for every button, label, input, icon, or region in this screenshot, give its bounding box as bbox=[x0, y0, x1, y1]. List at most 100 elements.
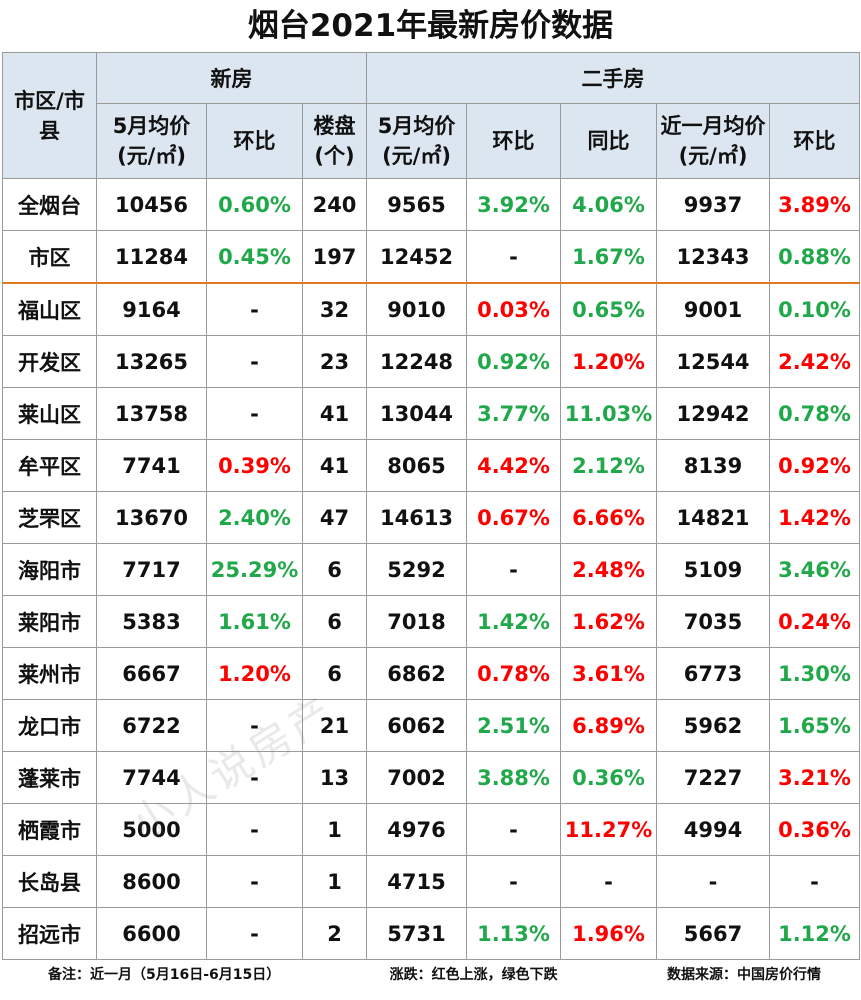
table-cell: 5731 bbox=[366, 907, 468, 960]
table-cell: 9010 bbox=[366, 282, 468, 336]
table-cell: 9937 bbox=[656, 178, 771, 231]
table-cell: 14821 bbox=[656, 491, 771, 544]
table-cell: 1.30% bbox=[769, 647, 861, 700]
district-name: 栖霞市 bbox=[2, 803, 97, 856]
price-table: 市区/市县 新房 二手房 5月均价(元/㎡) 环比 楼盘(个) 5月均价(元/㎡… bbox=[2, 52, 861, 960]
table-cell: 1.20% bbox=[206, 647, 303, 700]
district-header: 市区/市县 bbox=[2, 52, 97, 179]
table-row: 市区 11284 0.45% 197 12452-1.67% 12343 0.88% bbox=[2, 230, 861, 284]
table-cell: 4.06% bbox=[560, 178, 658, 231]
table-cell: 11284 bbox=[96, 230, 207, 284]
table-cell: - bbox=[656, 855, 771, 908]
table-cell: - bbox=[206, 699, 303, 752]
district-name: 龙口市 bbox=[2, 699, 97, 752]
table-cell: 13758 bbox=[96, 387, 207, 440]
table-cell: 8139 bbox=[656, 439, 771, 492]
table-cell: 11.03% bbox=[560, 387, 658, 440]
table-cell: 3.21% bbox=[769, 751, 861, 804]
district-name: 招远市 bbox=[2, 907, 97, 960]
district-name: 长岛县 bbox=[2, 855, 97, 908]
table-cell: 5292 bbox=[366, 543, 468, 596]
table-cell: - bbox=[206, 387, 303, 440]
table-cell: 11.27% bbox=[560, 803, 658, 856]
table-row: 招远市 6600-2 5731 1.13% 1.96% 5667 1.12% bbox=[2, 907, 861, 960]
table-cell: 6 bbox=[301, 647, 368, 700]
table-cell: 7035 bbox=[656, 595, 771, 648]
table-cell: 240 bbox=[301, 178, 368, 231]
table-cell: 6 bbox=[301, 543, 368, 596]
table-cell: 9565 bbox=[366, 178, 468, 231]
table-cell: 25.29% bbox=[206, 543, 303, 596]
table-row: 莱山区 13758-41 13044 3.77% 11.03% 12942 0.78% bbox=[2, 387, 861, 440]
table-cell: 0.10% bbox=[769, 282, 861, 336]
table-row: 开发区 13265-23 12248 0.92% 1.20% 12544 2.42% bbox=[2, 335, 861, 388]
table-cell: 12248 bbox=[366, 335, 468, 388]
table-cell: 3.77% bbox=[466, 387, 562, 440]
table-cell: 7018 bbox=[366, 595, 468, 648]
district-name: 市区 bbox=[2, 230, 97, 284]
table-cell: 4994 bbox=[656, 803, 771, 856]
table-cell: - bbox=[206, 803, 303, 856]
table-cell: 12452 bbox=[366, 230, 468, 284]
table-cell: 0.60% bbox=[206, 178, 303, 231]
col-header: 环比 bbox=[466, 103, 562, 179]
table-cell: 5962 bbox=[656, 699, 771, 752]
district-name: 莱阳市 bbox=[2, 595, 97, 648]
table-cell: 1.42% bbox=[769, 491, 861, 544]
table-row: 牟平区 7741 0.39% 41 8065 4.42% 2.12% 8139 0.92% bbox=[2, 439, 861, 492]
second-hand-header: 二手房 bbox=[366, 52, 861, 104]
table-cell: 4715 bbox=[366, 855, 468, 908]
table-cell: 41 bbox=[301, 387, 368, 440]
table-cell: 197 bbox=[301, 230, 368, 284]
col-header: 5月均价(元/㎡) bbox=[96, 103, 207, 179]
col-header: 环比 bbox=[206, 103, 303, 179]
table-cell: 14613 bbox=[366, 491, 468, 544]
table-cell: 6862 bbox=[366, 647, 468, 700]
footer-remark: 备注：近一月（5月16日-6月15日） bbox=[48, 967, 281, 983]
table-cell: 6.89% bbox=[560, 699, 658, 752]
col-header: 环比 bbox=[769, 103, 861, 179]
table-cell: 5109 bbox=[656, 543, 771, 596]
table-cell: 47 bbox=[301, 491, 368, 544]
table-cell: 6773 bbox=[656, 647, 771, 700]
table-cell: 13265 bbox=[96, 335, 207, 388]
table-cell: 5383 bbox=[96, 595, 207, 648]
table-cell: 0.36% bbox=[560, 751, 658, 804]
table-cell: 1 bbox=[301, 855, 368, 908]
table-cell: 12942 bbox=[656, 387, 771, 440]
table-cell: 7741 bbox=[96, 439, 207, 492]
table-cell: 0.78% bbox=[466, 647, 562, 700]
table-cell: 9001 bbox=[656, 282, 771, 336]
district-name: 海阳市 bbox=[2, 543, 97, 596]
table-cell: - bbox=[206, 855, 303, 908]
table-cell: 0.39% bbox=[206, 439, 303, 492]
district-name: 芝罘区 bbox=[2, 491, 97, 544]
table-cell: 7717 bbox=[96, 543, 207, 596]
table-cell: - bbox=[560, 855, 658, 908]
table-cell: 0.67% bbox=[466, 491, 562, 544]
table-cell: - bbox=[206, 751, 303, 804]
table-cell: 0.65% bbox=[560, 282, 658, 336]
district-name: 牟平区 bbox=[2, 439, 97, 492]
table-cell: 2.12% bbox=[560, 439, 658, 492]
footer-note: 备注：近一月（5月16日-6月15日） 涨跌：红色上涨，绿色下跌 数据来源：中国… bbox=[0, 958, 861, 990]
table-cell: 12343 bbox=[656, 230, 771, 284]
table-cell: 23 bbox=[301, 335, 368, 388]
table-cell: 6722 bbox=[96, 699, 207, 752]
district-name: 全烟台 bbox=[2, 178, 97, 231]
table-row: 蓬莱市 7744-13 7002 3.88% 0.36% 7227 3.21% bbox=[2, 751, 861, 804]
table-cell: 6 bbox=[301, 595, 368, 648]
table-cell: 1.61% bbox=[206, 595, 303, 648]
col-header: 5月均价(元/㎡) bbox=[366, 103, 468, 179]
district-name: 蓬莱市 bbox=[2, 751, 97, 804]
table-cell: 6600 bbox=[96, 907, 207, 960]
table-cell: 3.46% bbox=[769, 543, 861, 596]
table-cell: 32 bbox=[301, 282, 368, 336]
table-cell: 0.45% bbox=[206, 230, 303, 284]
page-title: 烟台2021年最新房价数据 bbox=[247, 8, 614, 44]
table-cell: 7002 bbox=[366, 751, 468, 804]
table-cell: 2.40% bbox=[206, 491, 303, 544]
district-name: 开发区 bbox=[2, 335, 97, 388]
table-cell: 5667 bbox=[656, 907, 771, 960]
table-row: 莱州市 6667 1.20% 6 6862 0.78% 3.61% 6773 1.30% bbox=[2, 647, 861, 700]
